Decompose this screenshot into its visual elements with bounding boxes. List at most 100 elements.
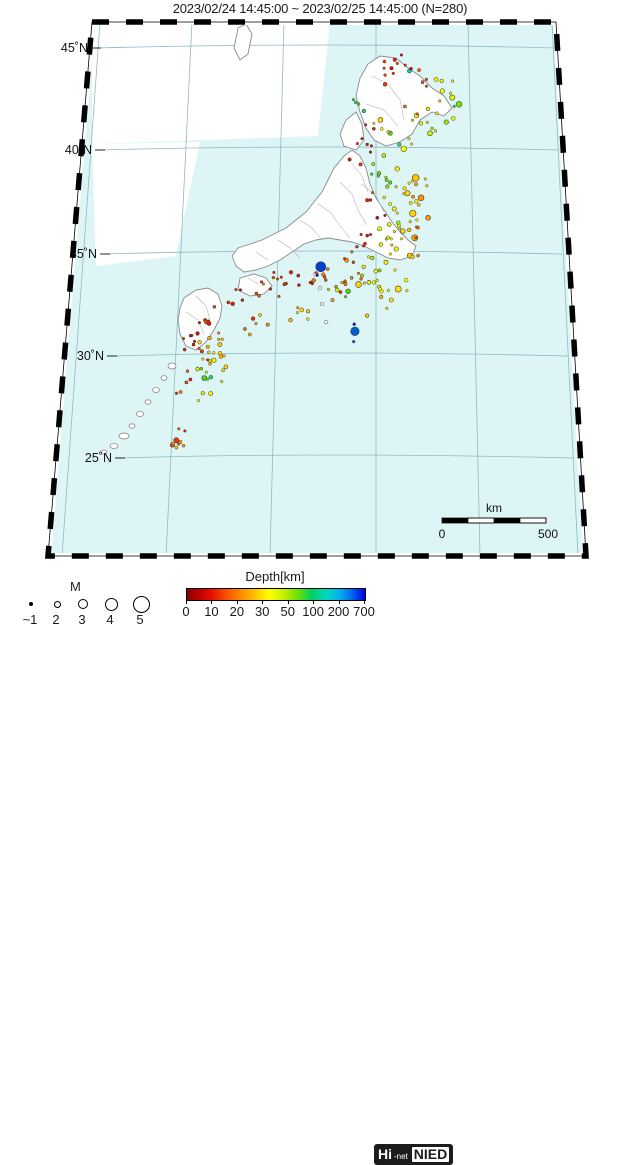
- epicenter-marker: [279, 275, 283, 279]
- epicenter-marker: [222, 354, 226, 358]
- epicenter-marker: [208, 362, 212, 366]
- legend-bar: M ~1 2 3 4 5 Depth[km] 0 10 20 30 50 100 200 700 Hi…: [0, 561, 640, 1165]
- epicenter-marker: [217, 342, 223, 347]
- epicenter-marker: [395, 61, 399, 65]
- epicenter-marker: [361, 264, 366, 269]
- epicenter-marker: [375, 278, 379, 282]
- magnitude-legend-label: 2: [52, 612, 60, 627]
- epicenter-marker: [295, 311, 299, 315]
- epicenter-marker: [391, 71, 395, 76]
- epicenter-marker: [338, 290, 343, 294]
- epicenter-marker: [430, 126, 434, 130]
- epicenter-marker: [297, 283, 301, 287]
- epicenter-marker: [371, 280, 376, 285]
- epicenter-marker: [377, 226, 382, 231]
- epicenter-marker: [386, 288, 390, 292]
- epicenter-marker: [275, 277, 280, 281]
- epicenter-marker: [211, 357, 217, 363]
- epicenter-marker: [183, 429, 187, 433]
- epicenter-marker: [258, 313, 262, 317]
- epicenter-marker: [451, 79, 455, 83]
- epicenter-marker: [247, 332, 252, 337]
- epicenter-marker: [402, 192, 406, 196]
- epicenter-marker: [400, 145, 407, 152]
- epicenter-marker: [415, 218, 419, 222]
- magnitude-legend-circle: [78, 599, 88, 609]
- map-frame-outline: [47, 21, 587, 557]
- epicenter-marker: [382, 59, 387, 64]
- epicenter-marker: [378, 242, 383, 247]
- epicenter-marker: [188, 377, 193, 382]
- epicenter-marker: [185, 369, 190, 373]
- magnitude-legend-label: 5: [136, 612, 144, 627]
- epicenter-marker: [425, 106, 430, 111]
- epicenter-marker: [355, 281, 362, 288]
- epicenter-marker: [322, 275, 327, 279]
- epicenter-marker: [435, 111, 439, 116]
- epicenter-marker: [382, 66, 386, 70]
- epicenter-marker: [425, 120, 429, 124]
- graticule-latitude: [95, 44, 575, 459]
- epicenter-marker: [403, 104, 407, 109]
- epicenter-marker: [392, 229, 396, 234]
- epicenter-marker: [254, 291, 259, 296]
- epicenter-marker: [449, 91, 453, 95]
- epicenter-marker: [365, 142, 369, 146]
- depth-colorbar-label: 200: [327, 604, 350, 619]
- epicenter-marker: [261, 282, 265, 286]
- depth-colorbar-tick: [211, 600, 213, 604]
- epicenter-marker: [398, 226, 402, 231]
- epicenter-marker: [383, 259, 389, 265]
- epicenter-marker: [408, 200, 413, 205]
- epicenter-marker: [268, 287, 272, 291]
- depth-colorbar-tick: [186, 600, 187, 604]
- epicenter-marker: [400, 228, 406, 234]
- epicenter-marker: [288, 270, 294, 275]
- magnitude-legend: M ~1 2 3 4 5: [18, 579, 150, 627]
- epicenter-marker: [369, 144, 373, 148]
- epicenter-marker: [362, 281, 366, 285]
- epicenter-marker: [352, 322, 356, 326]
- epicenter-marker: [394, 166, 400, 172]
- epicenter-marker: [376, 171, 382, 176]
- epicenter-marker: [443, 119, 449, 125]
- magnitude-legend-label: 3: [78, 612, 86, 627]
- epicenter-marker: [371, 191, 375, 195]
- epicenter-marker: [345, 288, 351, 294]
- epicenter-marker: [407, 137, 411, 141]
- epicenter-marker: [389, 297, 394, 303]
- epicenter-marker: [344, 295, 348, 299]
- epicenter-marker: [296, 273, 301, 278]
- epicenter-marker: [173, 437, 180, 444]
- epicenter-marker: [205, 344, 210, 349]
- epicenter-marker: [373, 269, 378, 274]
- epicenter-marker: [226, 300, 231, 305]
- depth-colorbar-label: 10: [204, 604, 219, 619]
- seismicity-map: km 0 500 45˚N 40˚N 35˚N 30˚N 25˚N 125˚E …: [0, 16, 640, 561]
- epicenter-marker: [407, 181, 411, 185]
- epicenter-marker: [174, 445, 179, 450]
- epicenter-marker: [340, 281, 344, 285]
- landmass-continent-north: [92, 22, 330, 144]
- epicenter-marker: [288, 317, 293, 323]
- epicenter-marker: [452, 104, 456, 108]
- epicenter-marker: [400, 237, 404, 241]
- epicenter-marker: [201, 375, 208, 381]
- epicenter-marker: [439, 88, 445, 94]
- epicenter-marker: [404, 190, 411, 197]
- epicenter-marker: [417, 194, 425, 201]
- epicenter-marker: [372, 121, 376, 125]
- epicenter-marker: [411, 194, 415, 199]
- epicenter-marker: [402, 186, 407, 191]
- epicenter-marker: [177, 427, 181, 431]
- latitude-axis: 45˚N 40˚N 35˚N 30˚N 25˚N: [61, 41, 112, 465]
- epicenter-marker: [388, 202, 392, 206]
- epicenter-marker: [403, 63, 407, 67]
- epicenter-marker: [388, 180, 393, 185]
- lat-label-25n: 25˚N: [85, 451, 112, 465]
- epicenter-marker: [378, 287, 382, 291]
- epicenter-marker: [410, 254, 415, 259]
- epicenter-marker: [390, 243, 394, 247]
- epicenter-marker: [358, 162, 363, 167]
- epicenter-marker: [230, 301, 235, 306]
